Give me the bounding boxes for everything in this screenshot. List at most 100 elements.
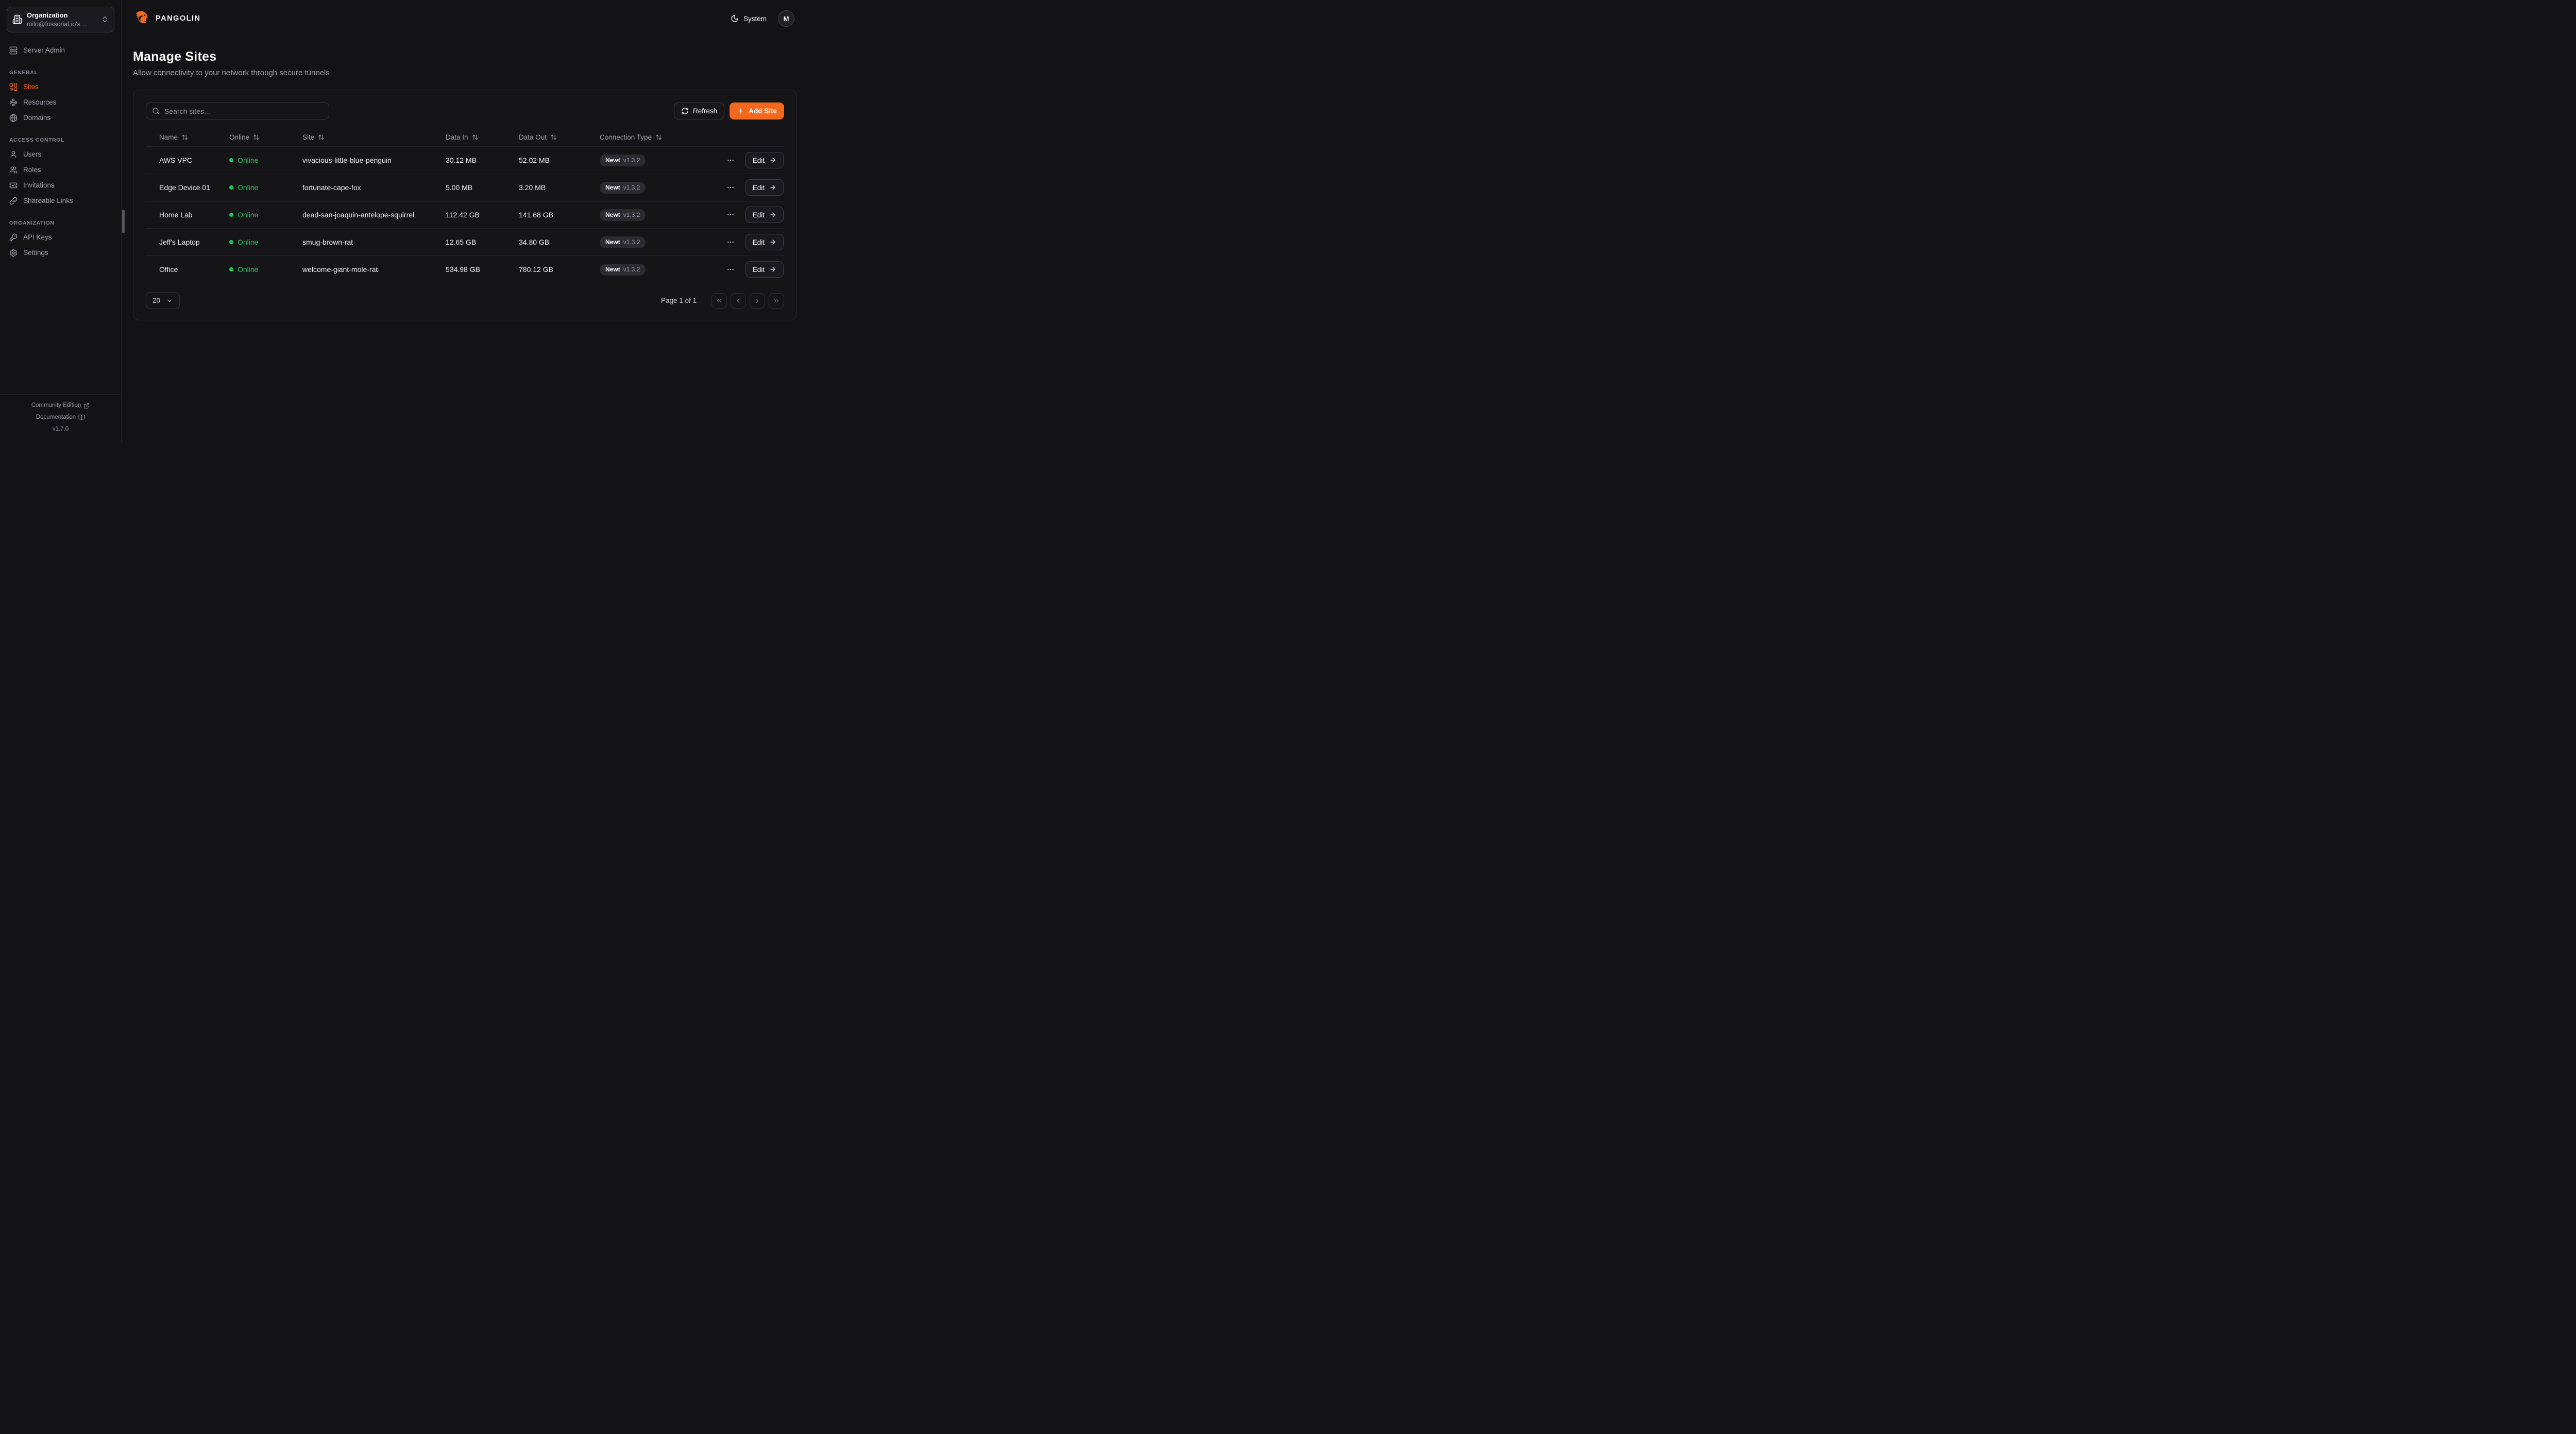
arrow-right-icon [769,157,776,164]
pagination: 20 Page 1 of 1 [146,292,784,309]
brand-name: PANGOLIN [156,14,201,23]
chevron-down-icon [166,297,173,304]
organization-selector[interactable]: Organization milo@fossorial.io's ... [7,7,114,32]
sidebar-item-settings[interactable]: Settings [7,245,114,261]
sidebar-item-label: API Keys [23,233,52,242]
connection-type-badge: Newt v1.3.2 [600,209,646,221]
connection-type-badge: Newt v1.3.2 [600,181,646,194]
table-row: Jeff's Laptop Online smug-brown-rat 12.6… [146,228,784,255]
brand: PANGOLIN [133,10,200,27]
row-menu-button[interactable] [724,181,737,194]
table-header-row: Name Online Site Data In Data Out [146,128,784,146]
page-info: Page 1 of 1 [660,297,697,304]
moon-icon [731,14,739,23]
add-site-button[interactable]: Add Site [730,103,784,120]
server-icon [9,46,18,55]
table-row: AWS VPC Online vivacious-little-blue-pen… [146,146,784,174]
column-header-data-in[interactable]: Data In [446,133,519,141]
section-heading-general: GENERAL [9,69,38,76]
connection-type-badge: Newt v1.3.2 [600,263,646,276]
ticket-check-icon [9,181,18,190]
row-menu-button[interactable] [724,154,737,166]
site-status-cell: Online [229,183,302,192]
building-icon [12,14,22,24]
online-label: Online [238,265,259,274]
key-icon [9,233,18,242]
sidebar-resize-handle[interactable] [122,210,125,233]
page-title: Manage Sites [133,49,217,64]
book-open-icon [78,414,85,421]
table-row: Office Online welcome-giant-mole-rat 534… [146,255,784,283]
pangolin-logo-icon [133,10,150,27]
refresh-button[interactable]: Refresh [673,103,725,120]
combine-icon [9,83,18,91]
site-name-cell: AWS VPC [159,156,193,164]
online-dot-icon [229,267,233,271]
theme-toggle[interactable]: System [731,14,767,23]
chevrons-up-down-icon [101,15,109,23]
waypoints-icon [9,98,18,107]
sidebar-item-label: Resources [23,98,57,107]
next-page-button[interactable] [750,293,765,309]
documentation-link[interactable]: Documentation [36,412,85,423]
sidebar-item-api-keys[interactable]: API Keys [7,230,114,245]
sidebar-item-resources[interactable]: Resources [7,95,114,110]
sidebar-item-server-admin[interactable]: Server Admin [7,43,114,58]
row-menu-button[interactable] [724,236,737,248]
sidebar-item-label: Shareable Links [23,197,73,205]
sidebar-nav: Server Admin GENERAL Sites Resources Dom… [7,43,114,261]
sidebar-item-sites[interactable]: Sites [7,79,114,95]
link-icon [9,197,18,205]
sidebar-item-label: Sites [23,83,39,91]
edit-button[interactable]: Edit [745,261,784,278]
online-label: Online [238,211,259,219]
data-in-cell: 534.98 GB [446,265,480,274]
first-page-button[interactable] [711,293,727,309]
connection-type-badge: Newt v1.3.2 [600,236,646,248]
sidebar-item-label: Server Admin [23,46,65,55]
row-menu-button[interactable] [724,263,737,276]
globe-icon [9,114,18,122]
last-page-button[interactable] [769,293,784,309]
site-status-cell: Online [229,265,302,274]
site-id-cell: fortunate-cape-fox [302,183,361,192]
search-icon [152,107,160,115]
sidebar: Organization milo@fossorial.io's ... Ser… [0,0,122,443]
section-heading-access-control: ACCESS CONTROL [9,136,64,143]
sidebar-item-users[interactable]: Users [7,147,114,162]
sidebar-item-roles[interactable]: Roles [7,162,114,178]
edit-button[interactable]: Edit [745,152,784,168]
row-menu-button[interactable] [724,209,737,221]
community-edition-link[interactable]: Community Edition [31,400,90,412]
column-header-data-out[interactable]: Data Out [519,133,600,141]
edit-button[interactable]: Edit [745,207,784,223]
sort-icon [318,134,325,141]
column-header-online[interactable]: Online [229,133,302,141]
page-size-select[interactable]: 20 [146,292,180,309]
site-id-cell: dead-san-joaquin-antelope-squirrel [302,211,415,219]
edit-button[interactable]: Edit [745,179,784,196]
connection-type-badge: Newt v1.3.2 [600,154,646,166]
sites-table-card: Refresh Add Site Name Online [133,90,797,320]
data-out-cell: 3.20 MB [519,183,546,192]
sidebar-item-shareable-links[interactable]: Shareable Links [7,193,114,209]
sort-icon [253,134,260,141]
site-id-cell: smug-brown-rat [302,238,353,246]
site-status-cell: Online [229,238,302,246]
column-header-name[interactable]: Name [159,133,229,141]
sidebar-item-invitations[interactable]: Invitations [7,178,114,193]
search-box[interactable] [146,103,329,120]
site-status-cell: Online [229,156,302,164]
sites-table: Name Online Site Data In Data Out [146,128,784,283]
site-name-cell: Edge Device 01 [159,183,210,192]
edit-button[interactable]: Edit [745,234,784,250]
online-label: Online [238,156,259,164]
previous-page-button[interactable] [731,293,746,309]
search-input[interactable] [164,107,323,115]
sidebar-item-domains[interactable]: Domains [7,110,114,126]
sort-icon [550,134,557,141]
avatar[interactable]: M [778,10,794,27]
sort-icon [472,134,479,141]
column-header-connection-type[interactable]: Connection Type [600,133,723,141]
column-header-site[interactable]: Site [302,133,446,141]
